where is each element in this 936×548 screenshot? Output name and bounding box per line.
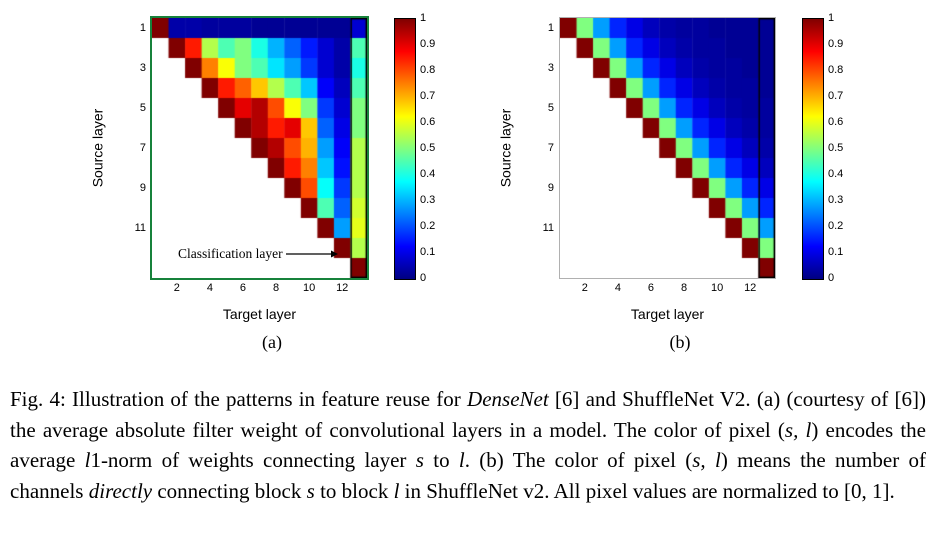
caption-segment: DenseNet <box>467 387 549 411</box>
caption-segment: to <box>423 448 459 473</box>
colorbar-tick-label: 0.6 <box>420 116 436 128</box>
heatmap-canvas-a <box>150 16 369 280</box>
colorbar-tick-label: 0.9 <box>828 38 844 50</box>
colorbar-tick-label: 0.1 <box>828 246 844 258</box>
x-tick-label: 10 <box>710 282 724 294</box>
heatmap-canvas-b <box>559 17 776 279</box>
figure-4: Source layer Classification layer 2 4 6 8 10… <box>0 10 936 362</box>
y-tick-label: 1 <box>547 22 554 34</box>
x-tick-label: 6 <box>647 282 655 294</box>
heatmap-panel-a: Source layer Classification layer 2 4 6 8 10… <box>88 10 440 362</box>
colorbar-tick-label: 0.7 <box>420 90 436 102</box>
colorbar-tick-label: 1 <box>420 12 427 24</box>
y-tick-label: 3 <box>547 62 554 74</box>
x-axis-label-b: Target layer <box>630 306 705 322</box>
x-tick-label: 4 <box>206 282 213 294</box>
caption-segment: l <box>458 448 465 473</box>
caption-segment: 1-norm of weights connecting layer <box>90 448 416 473</box>
x-tick-label: 12 <box>744 282 757 294</box>
caption-segment: ) means the number of channels <box>10 448 926 503</box>
caption-segment: in ShuffleNet v2. All pixel values are n… <box>399 478 895 503</box>
caption-segment: ) encodes the average <box>10 417 926 473</box>
x-tick-label: 4 <box>614 282 621 294</box>
colorbar-tick-label: 0.4 <box>828 168 844 180</box>
colorbar-tick-label: 0.1 <box>420 246 436 258</box>
y-tick-label: 3 <box>139 62 146 74</box>
colorbar-b <box>802 18 824 280</box>
x-tick-label: 2 <box>581 282 588 294</box>
x-tick-label: 12 <box>336 282 349 294</box>
classification-layer-annotation: Classification layer <box>178 246 338 262</box>
heatmap-plot-b: 2 4 6 8 10 12 1 3 5 7 9 11 <box>543 17 776 294</box>
colorbar-tick-label: 0 <box>828 272 835 284</box>
heatmap-plot-a: Classification layer 2 4 6 8 10 12 1 3 5 7 9 11 <box>135 16 369 294</box>
caption-segment: l <box>393 478 400 503</box>
colorbar-tick-label: 0.5 <box>828 142 844 154</box>
caption-segment: s, l <box>784 417 812 442</box>
colorbar-tick-label: 0.7 <box>828 90 844 102</box>
subfigure-label-a: (a) <box>262 332 282 352</box>
annotation-text: Classification layer <box>178 246 283 261</box>
subfigure-label-b: (b) <box>669 332 691 352</box>
y-tick-label: 9 <box>139 182 146 194</box>
x-tick-label: 10 <box>302 282 316 294</box>
x-axis-label-a: Target layer <box>222 306 297 322</box>
colorbar-tick-label: 0.9 <box>420 38 436 50</box>
colorbar-tick-label: 0.4 <box>420 168 436 180</box>
y-tick-label: 5 <box>547 102 554 114</box>
colorbar-tick-label: 1 <box>828 12 835 24</box>
y-tick-label: 7 <box>139 142 146 154</box>
caption-segment: s, l <box>692 448 721 473</box>
heatmap-panel-b: Source layer 2 4 6 8 10 12 1 3 5 7 9 11 Target laye… <box>496 10 848 362</box>
y-tick-label: 1 <box>139 22 146 34</box>
caption-segment: [6] and ShuffleNet V2. (a) (courtesy of … <box>10 387 926 442</box>
y-axis-label-text: Source layer <box>497 108 513 188</box>
colorbar-tick-label: 0.2 <box>828 220 844 232</box>
x-tick-label: 6 <box>239 282 247 294</box>
caption-segment: . (b) The color of pixel ( <box>464 448 693 473</box>
y-tick-label: 5 <box>139 102 146 114</box>
arrow-right-icon <box>285 250 338 258</box>
colorbar-tick-label: 0 <box>420 272 427 284</box>
caption-segment: connecting block <box>152 478 307 503</box>
colorbar-tick-label: 0.3 <box>828 194 844 206</box>
colorbar-tick-label: 0.3 <box>420 194 436 206</box>
y-axis-label-b: Source layer <box>496 18 514 278</box>
caption-segment: directly <box>88 478 153 503</box>
colorbar-tick-label: 0.5 <box>420 142 436 154</box>
x-tick-label: 8 <box>272 282 280 294</box>
caption-segment: s <box>415 448 424 473</box>
x-tick-label: 8 <box>680 282 688 294</box>
colorbar-labels-b: 1 0.9 0.8 0.7 0.6 0.5 0.4 0.3 0.2 0.1 0 <box>828 12 852 284</box>
figure-caption: Fig. 4: Illustration of the patterns in … <box>10 384 926 507</box>
x-tick-label: 2 <box>173 282 180 294</box>
caption-segment: s <box>306 478 315 503</box>
colorbar-tick-label: 0.8 <box>828 64 844 76</box>
caption-segment: Fig. 4: Illustration of the patterns in … <box>10 387 468 411</box>
y-tick-label: 11 <box>134 222 146 234</box>
colorbar-tick-label: 0.6 <box>828 116 844 128</box>
colorbar-a <box>394 18 416 280</box>
colorbar-labels-a: 1 0.9 0.8 0.7 0.6 0.5 0.4 0.3 0.2 0.1 0 <box>420 12 444 284</box>
y-tick-label: 9 <box>547 182 554 194</box>
caption-segment: l <box>84 448 91 473</box>
colorbar-tick-label: 0.8 <box>420 64 436 76</box>
y-axis-label-text: Source layer <box>89 108 105 188</box>
y-axis-label-a: Source layer <box>88 18 106 278</box>
caption-segment: to block <box>314 478 394 503</box>
y-tick-label: 11 <box>542 222 554 234</box>
y-tick-label: 7 <box>547 142 554 154</box>
colorbar-tick-label: 0.2 <box>420 220 436 232</box>
